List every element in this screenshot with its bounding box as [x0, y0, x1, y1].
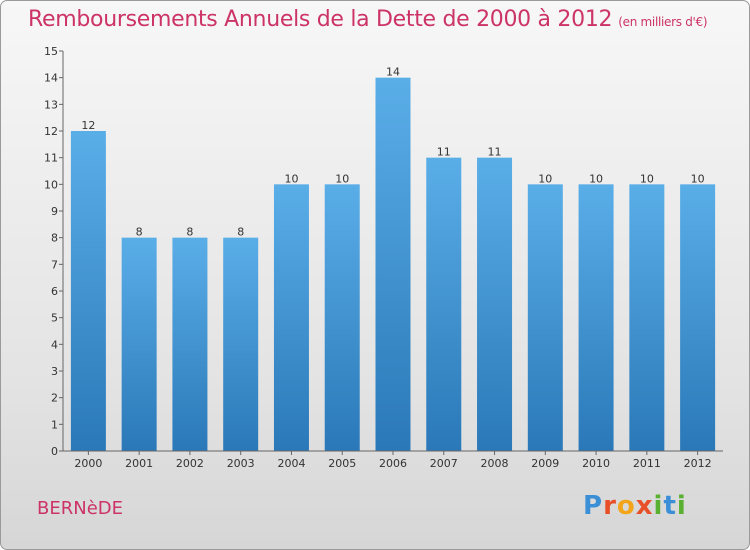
x-tick-label: 2000: [74, 457, 102, 470]
title-text: Remboursements Annuels de la Dette de 20…: [28, 7, 613, 32]
y-tick-label: 9: [51, 205, 58, 218]
bars: 12 8 8 8 10 10 14 11 11 10 10 10 10: [70, 66, 716, 452]
y-tick-label: 14: [44, 72, 58, 85]
y-tick-label: 11: [44, 152, 58, 165]
bar: [477, 157, 513, 451]
bar-value-label: 10: [335, 172, 349, 185]
y-tick-label: 6: [51, 285, 58, 298]
bar-value-label: 8: [237, 226, 244, 239]
bar-value-label: 11: [488, 146, 502, 159]
proxiti-logo: Proxiti: [583, 491, 687, 521]
y-tick-label: 4: [51, 338, 58, 351]
bar-value-label: 8: [186, 226, 193, 239]
x-tick-label: 2007: [430, 457, 458, 470]
bar-value-label: 8: [136, 226, 143, 239]
bar: [70, 131, 106, 451]
y-tick-label: 2: [51, 392, 58, 405]
x-axis: 2000 2001 2002 2003 2004 2005 2006 2007 2008 2009…: [63, 450, 723, 470]
x-tick-label: 2009: [531, 457, 559, 470]
bar: [426, 157, 462, 451]
x-tick-label: 2008: [481, 457, 509, 470]
y-tick-label: 0: [51, 445, 58, 458]
bar-value-label: 11: [437, 146, 451, 159]
y-tick-label: 1: [51, 418, 58, 431]
bar-value-label: 10: [691, 172, 705, 185]
x-tick-label: 2001: [125, 457, 153, 470]
chart-title: Remboursements Annuels de la Dette de 20…: [28, 7, 708, 32]
bar-value-label: 10: [640, 172, 654, 185]
bar-value-label: 14: [386, 66, 400, 79]
bar: [578, 184, 614, 452]
y-tick-label: 7: [51, 258, 58, 271]
x-tick-label: 2011: [633, 457, 661, 470]
bar: [121, 237, 157, 451]
bar: [629, 184, 665, 452]
x-tick-label: 2005: [328, 457, 356, 470]
bar: [172, 237, 208, 451]
unit-label: (en milliers d'€): [618, 15, 708, 29]
y-tick-label: 12: [44, 125, 58, 138]
bar-value-label: 10: [284, 172, 298, 185]
bar: [680, 184, 716, 452]
bar: [527, 184, 563, 452]
commune-name: BERNèDE: [37, 498, 124, 519]
y-tick-label: 10: [44, 178, 58, 191]
y-tick-label: 3: [51, 365, 58, 378]
x-tick-label: 2002: [176, 457, 204, 470]
bar: [223, 237, 259, 451]
bar: [273, 184, 309, 452]
bar-value-label: 10: [589, 172, 603, 185]
x-tick-label: 2003: [227, 457, 255, 470]
x-tick-label: 2010: [582, 457, 610, 470]
bar: [324, 184, 360, 452]
y-tick-label: 13: [44, 98, 58, 111]
y-tick-label: 15: [44, 45, 58, 58]
y-tick-label: 8: [51, 232, 58, 245]
x-tick-label: 2012: [684, 457, 712, 470]
x-tick-label: 2004: [277, 457, 305, 470]
bar: [375, 77, 411, 452]
x-tick-label: 2006: [379, 457, 407, 470]
bar-value-label: 12: [81, 119, 95, 132]
y-tick-label: 5: [51, 312, 58, 325]
bar-value-label: 10: [538, 172, 552, 185]
